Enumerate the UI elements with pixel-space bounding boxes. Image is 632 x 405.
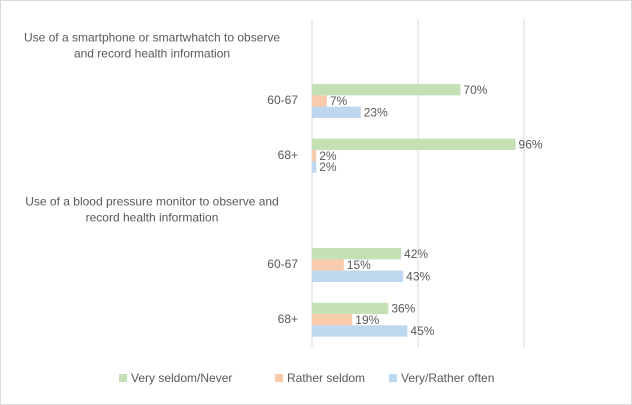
legend-label: Very/Rather often	[401, 371, 494, 385]
legend-label: Very seldom/Never	[131, 371, 232, 385]
bar	[312, 270, 404, 282]
bar	[312, 259, 344, 271]
bar	[312, 106, 361, 118]
data-label: 19%	[355, 313, 379, 327]
y-tick-label: Use of a smartphone or smartwhatch to ob…	[24, 31, 280, 61]
data-label: 45%	[410, 324, 434, 338]
bar	[312, 95, 327, 107]
data-label: 42%	[404, 247, 428, 261]
data-label: 43%	[406, 269, 430, 283]
bar	[312, 325, 408, 337]
y-tick-label: 68+	[278, 312, 298, 326]
legend-label: Rather seldom	[287, 371, 365, 385]
bar	[312, 302, 389, 315]
y-tick-label: 60-67	[267, 93, 298, 107]
data-label: 36%	[391, 302, 415, 316]
legend-swatch	[119, 374, 127, 382]
legend-swatch	[389, 374, 397, 382]
data-label: 23%	[364, 105, 388, 119]
bar	[312, 248, 402, 260]
y-tick-label: 60-67	[267, 257, 298, 271]
data-label: 2%	[319, 160, 337, 174]
bar	[312, 161, 317, 173]
bar	[312, 138, 516, 151]
bar	[312, 150, 317, 162]
bar	[312, 84, 461, 96]
y-tick-label: 68+	[278, 148, 298, 162]
bar	[312, 314, 353, 326]
y-tick-label: Use of a blood pressure monitor to obser…	[25, 195, 278, 225]
data-label: 96%	[519, 138, 543, 152]
data-label: 15%	[347, 258, 371, 272]
data-label: 7%	[330, 94, 348, 108]
data-label: 70%	[463, 83, 487, 97]
legend-swatch	[275, 374, 283, 382]
data-label: 2%	[319, 149, 337, 163]
